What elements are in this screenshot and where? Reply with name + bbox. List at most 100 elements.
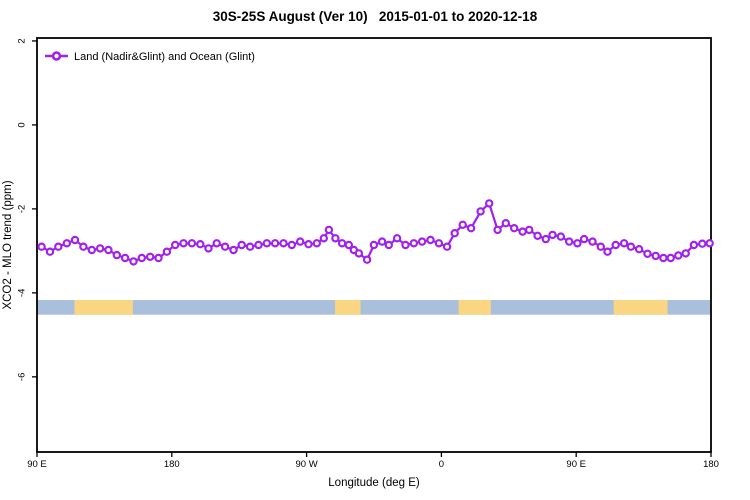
data-point (212, 239, 221, 248)
data-point (262, 239, 271, 248)
data-point (458, 220, 467, 229)
data-point (588, 237, 597, 246)
data-point (270, 239, 280, 248)
data-point (279, 239, 288, 248)
data-series-layer (37, 199, 714, 266)
y-tick-label: 0 (17, 122, 28, 127)
data-point (220, 242, 230, 251)
data-point (501, 218, 510, 228)
ocean-band (37, 300, 711, 315)
x-tick-label: 180 (164, 459, 180, 470)
data-point (154, 253, 163, 263)
data-point (95, 244, 105, 253)
data-point (204, 244, 213, 253)
data-point (634, 244, 644, 254)
data-point (87, 245, 97, 255)
x-tick-label: 90 W (296, 459, 318, 470)
data-point (510, 223, 519, 233)
axis-layer: 2 0 -2 -4 -6 90 E 180 90 W 0 90 E 180 (17, 37, 719, 470)
data-point (70, 235, 80, 245)
x-tick-label: 90 E (566, 459, 586, 470)
y-tick-label: -6 (17, 373, 28, 381)
data-point (229, 245, 238, 255)
data-point (62, 239, 72, 248)
data-point (304, 239, 313, 249)
data-point (450, 228, 459, 238)
data-point (401, 240, 410, 250)
data-point (626, 242, 636, 251)
data-point (245, 242, 255, 251)
data-point (377, 237, 387, 246)
data-point (666, 253, 675, 263)
data-point (179, 239, 188, 248)
data-point (565, 237, 574, 246)
data-point (384, 240, 393, 250)
data-point (312, 239, 321, 248)
data-point (476, 207, 485, 216)
land-band-segment (458, 300, 491, 315)
data-point (442, 242, 452, 251)
x-tick-label: 180 (703, 459, 719, 470)
data-point (324, 225, 334, 235)
data-point (337, 239, 347, 248)
data-point (541, 234, 551, 244)
data-point (674, 251, 683, 260)
data-point (162, 247, 172, 256)
y-tick-label: -2 (17, 205, 28, 213)
data-point (79, 242, 88, 251)
data-point (493, 225, 502, 235)
chart-title: 30S-25S August (Ver 10) 2015-01-01 to 20… (212, 9, 538, 24)
data-point (603, 247, 612, 256)
land-band-segment (74, 300, 133, 315)
data-point (485, 199, 494, 208)
data-point (518, 227, 527, 236)
y-axis-title: XCO2 - MLO trend (ppm) (2, 180, 14, 309)
data-point (254, 240, 263, 250)
data-point (689, 240, 699, 250)
data-point (170, 240, 180, 250)
data-point (426, 235, 435, 245)
data-point (196, 239, 205, 249)
data-point (296, 237, 305, 246)
data-point (573, 239, 582, 248)
data-point (659, 253, 668, 263)
data-point (705, 239, 714, 248)
data-point (287, 240, 296, 250)
data-point (525, 225, 534, 235)
legend-marker-circle (51, 51, 62, 61)
data-point (698, 239, 707, 248)
data-point (417, 237, 427, 246)
data-point (556, 232, 566, 241)
data-point (319, 234, 328, 243)
data-point (362, 255, 372, 264)
x-tick-label: 90 E (27, 459, 47, 470)
land-band-segment (335, 300, 361, 315)
data-point (129, 257, 138, 266)
data-point (651, 251, 660, 261)
data-point (112, 250, 122, 260)
data-point (344, 240, 353, 250)
x-tick-label: 0 (439, 459, 444, 470)
data-point (596, 242, 606, 251)
data-point (187, 239, 197, 248)
data-point (434, 239, 444, 248)
data-point (137, 253, 146, 263)
data-point (331, 234, 340, 243)
data-point (237, 240, 246, 250)
data-point (681, 249, 690, 258)
surface-band-layer (37, 300, 711, 315)
data-point (619, 239, 629, 248)
data-point (37, 242, 46, 251)
legend: Land (Nadir&Glint) and Ocean (Glint) (45, 51, 255, 63)
land-band-segment (613, 300, 668, 315)
data-point (104, 245, 113, 255)
data-point (409, 239, 418, 248)
x-axis-title: Longitude (deg E) (328, 477, 420, 489)
data-point (120, 253, 130, 263)
data-point (579, 234, 589, 244)
data-point (548, 230, 557, 240)
y-tick-label: 2 (17, 38, 28, 43)
data-point (466, 223, 476, 233)
